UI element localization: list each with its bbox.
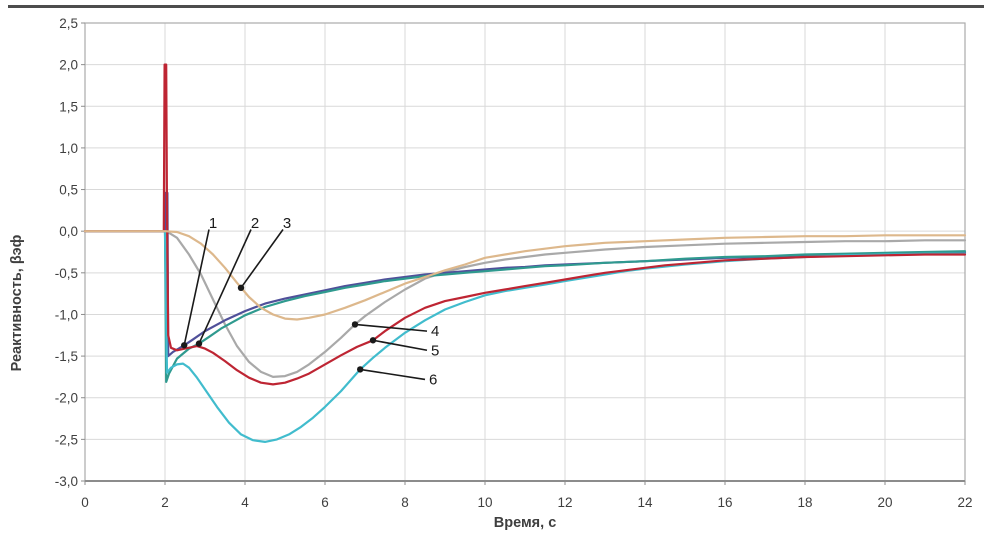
- series-curve-5: [83, 63, 967, 386]
- annotation-line-6: [360, 368, 426, 381]
- annotation-dot-4: [351, 321, 359, 328]
- y-tick-label: -0,5: [55, 266, 78, 281]
- x-tick-label: 22: [957, 495, 972, 510]
- series-curve-4: [83, 230, 967, 378]
- annotation-line-4: [354, 323, 428, 332]
- y-tick-label: -3,0: [55, 474, 78, 489]
- y-tick-label: 0,0: [59, 224, 78, 239]
- annotation-label-1: 1: [209, 215, 217, 232]
- y-tick-label: 2,0: [59, 58, 78, 73]
- x-tick-label: 8: [401, 495, 409, 510]
- y-tick-label: -2,0: [55, 391, 78, 406]
- annotation-line-3: [240, 229, 284, 289]
- x-tick-label: 10: [477, 495, 492, 510]
- y-tick-label: -2,5: [55, 432, 78, 447]
- top-border-rule: [8, 5, 984, 8]
- y-tick-label: 2,5: [59, 16, 78, 31]
- annotation-label-5: 5: [431, 342, 439, 359]
- annotation-dot-5: [369, 337, 377, 344]
- y-tick-label: -1,5: [55, 349, 78, 364]
- x-tick-label: 12: [557, 495, 572, 510]
- x-axis-title: Время, с: [493, 515, 557, 531]
- annotation-dot-1: [181, 342, 188, 349]
- x-tick-label: 20: [877, 495, 892, 510]
- x-tick-label: 18: [797, 495, 812, 510]
- annotation-dot-6: [357, 366, 364, 373]
- annotation-label-4: 4: [431, 323, 439, 340]
- series-curve-6: [83, 230, 967, 443]
- annotation-line-2: [198, 229, 252, 344]
- y-tick-label: 0,5: [59, 183, 78, 198]
- x-tick-label: 2: [161, 495, 169, 510]
- y-tick-label: 1,0: [59, 141, 78, 156]
- annotation-dot-3: [237, 284, 245, 292]
- y-tick-label: -1,0: [55, 307, 78, 322]
- x-tick-label: 14: [637, 495, 653, 510]
- x-tick-label: 6: [321, 495, 329, 510]
- annotation-label-2: 2: [251, 215, 259, 232]
- annotation-line-1: [183, 229, 210, 346]
- x-tick-label: 16: [717, 495, 732, 510]
- y-tick-label: 1,5: [59, 99, 78, 114]
- x-tick-label: 0: [81, 495, 89, 510]
- annotation-line-5: [372, 339, 428, 352]
- series-curve-3: [83, 230, 967, 321]
- annotation-label-3: 3: [283, 215, 291, 232]
- annotation-dot-2: [195, 340, 203, 347]
- annotation-label-6: 6: [429, 371, 437, 388]
- y-axis-title: Реактивность, βэф: [9, 234, 25, 372]
- x-tick-label: 4: [241, 495, 249, 510]
